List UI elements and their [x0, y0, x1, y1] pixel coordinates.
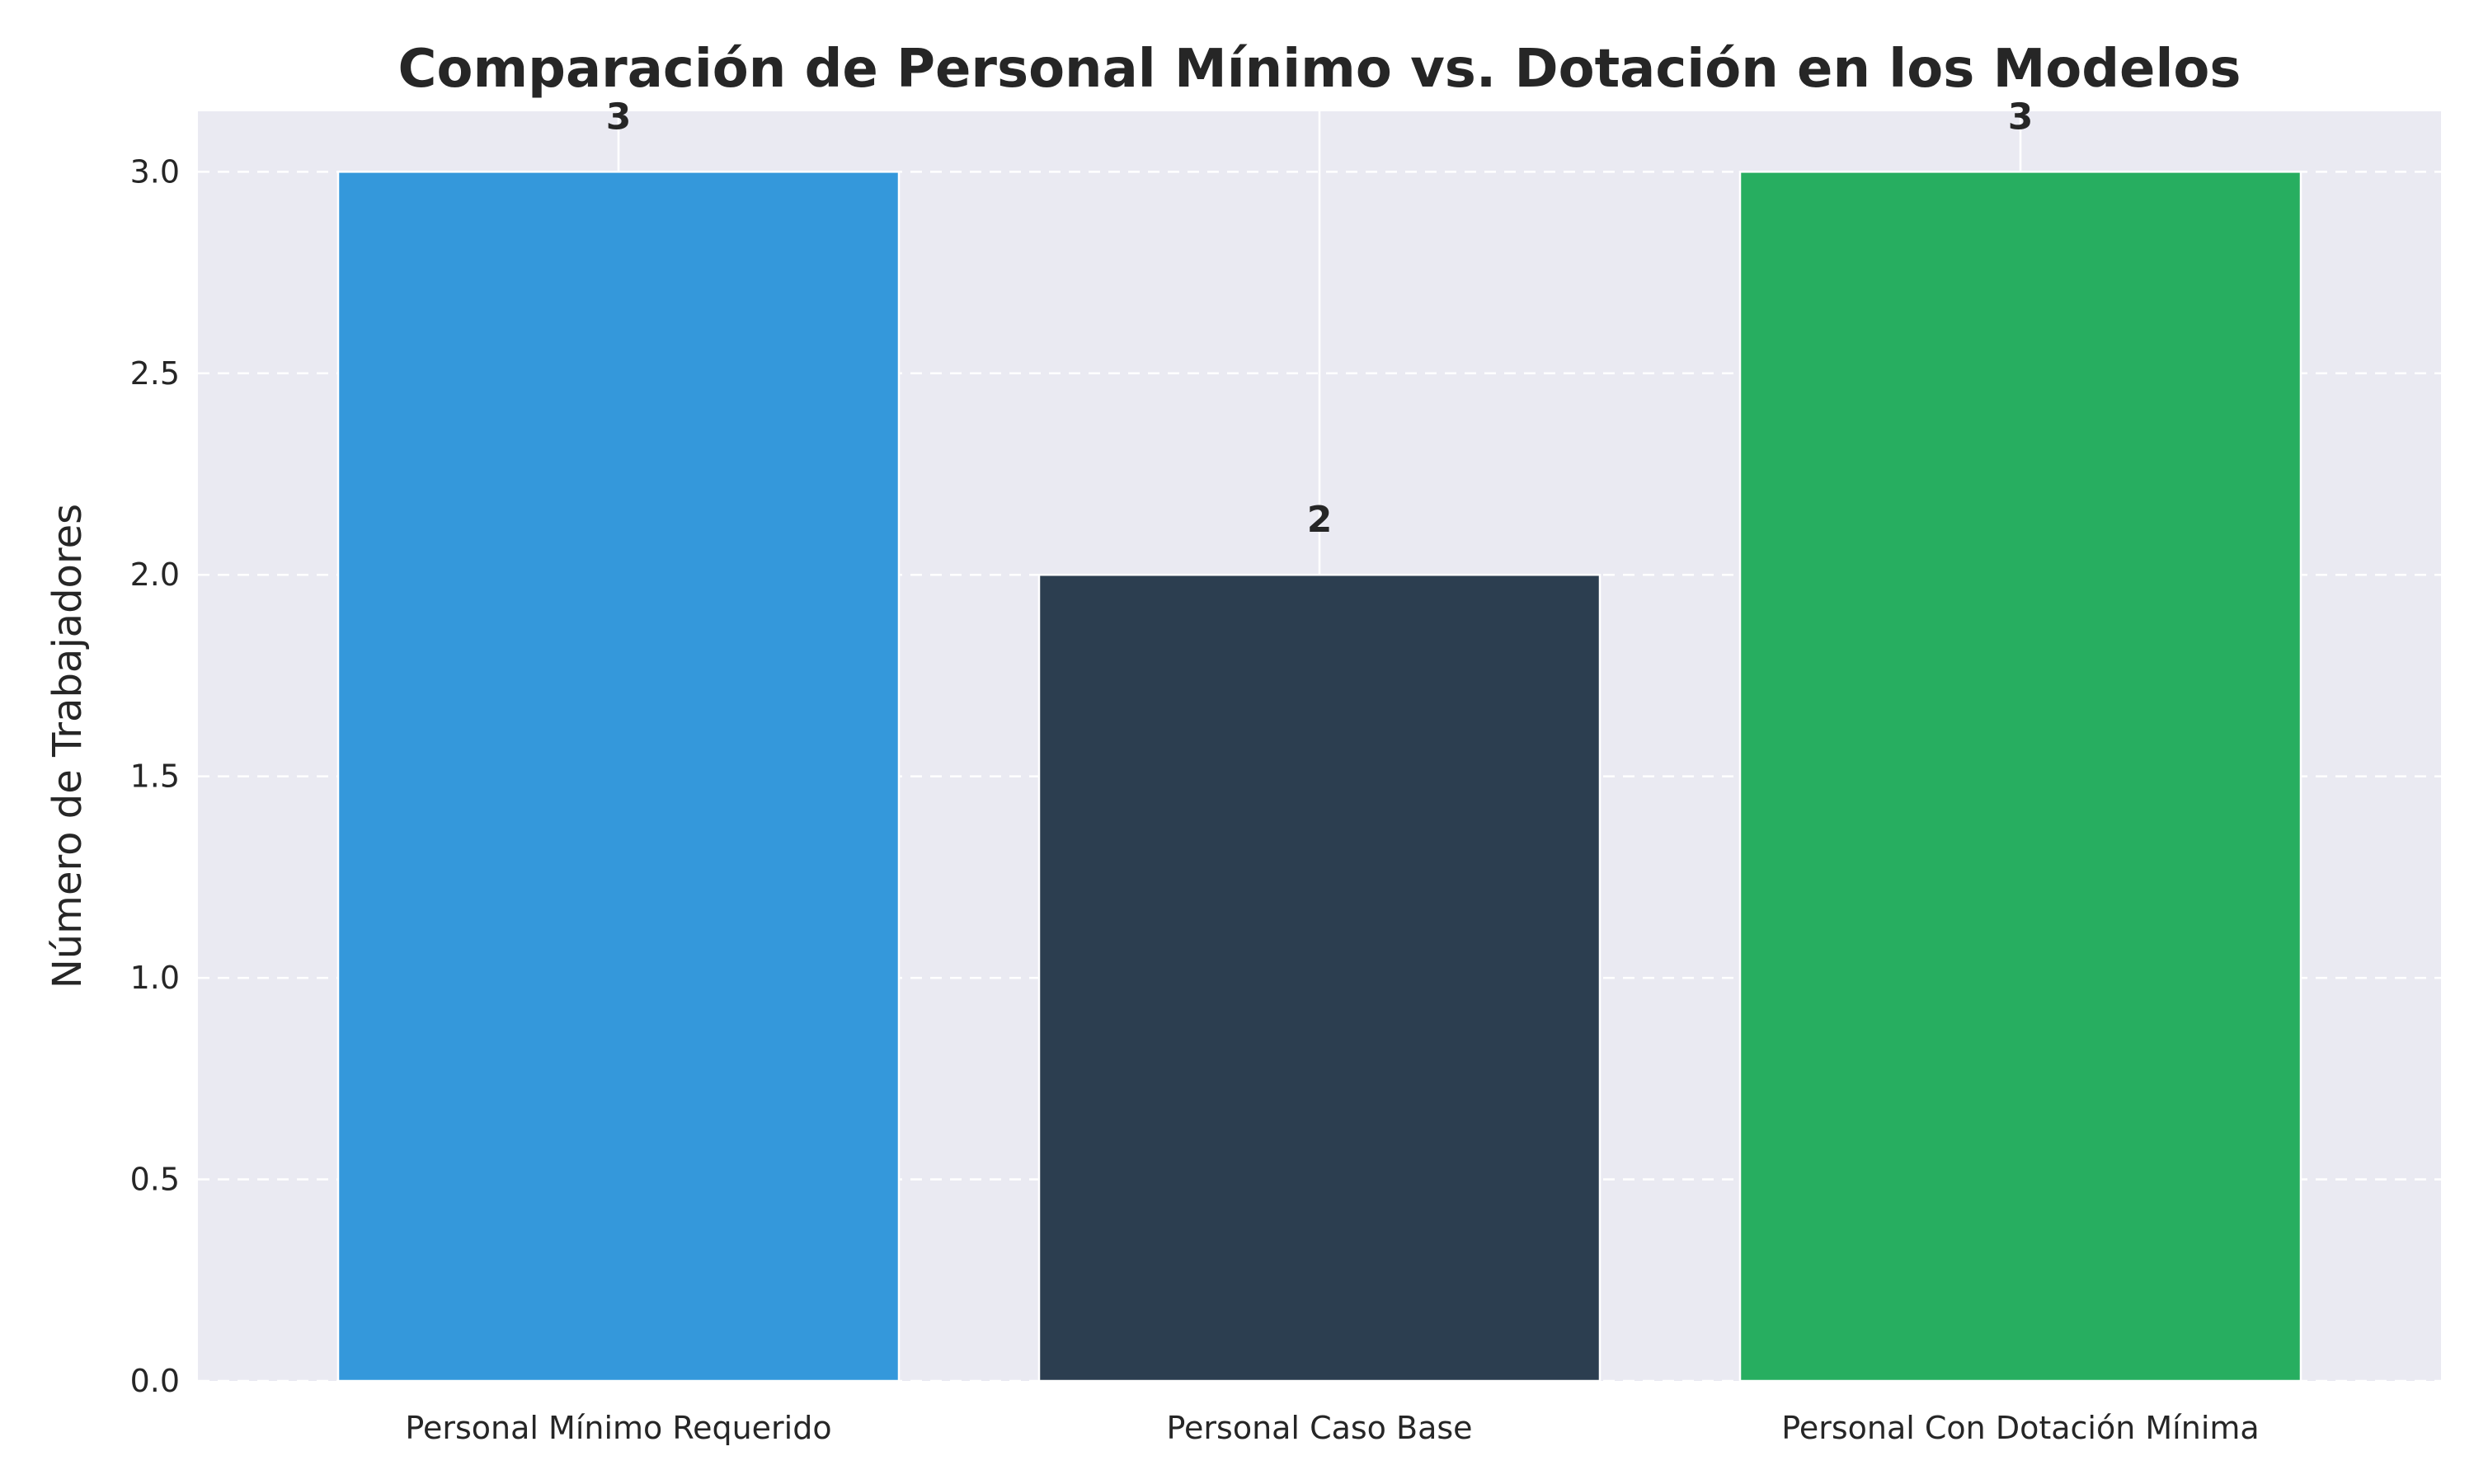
data-label-layer: 3 2 3: [606, 96, 2034, 541]
y-tick-label: 2.5: [130, 355, 180, 392]
y-axis-ticks: 0.0 0.5 1.0 1.5 2.0 2.5 3.0: [130, 153, 180, 1399]
bar-layer: [336, 171, 2302, 1383]
y-tick-label: 3.0: [130, 153, 180, 190]
y-axis-label: Número de Trabajadores: [45, 504, 91, 989]
y-tick-label: 1.0: [130, 960, 180, 996]
bar-value-label: 3: [2008, 96, 2034, 138]
bar: [1037, 573, 1602, 1383]
y-tick-label: 1.5: [130, 758, 180, 795]
bar: [1738, 171, 2302, 1383]
y-tick-label: 0.0: [130, 1363, 180, 1399]
y-tick-label: 2.0: [130, 556, 180, 593]
bar-value-label: 3: [606, 96, 632, 138]
bar-value-label: 2: [1307, 499, 1333, 541]
x-tick-label: Personal Con Dotación Mínima: [1781, 1410, 2259, 1446]
bar: [336, 171, 901, 1383]
y-tick-label: 0.5: [130, 1162, 180, 1198]
x-axis-ticks: Personal Mínimo Requerido Personal Caso B…: [405, 1410, 2259, 1446]
chart-title: Comparación de Personal Mínimo vs. Dotac…: [398, 39, 2241, 100]
x-tick-label: Personal Caso Base: [1166, 1410, 1472, 1446]
x-tick-label: Personal Mínimo Requerido: [405, 1410, 831, 1446]
